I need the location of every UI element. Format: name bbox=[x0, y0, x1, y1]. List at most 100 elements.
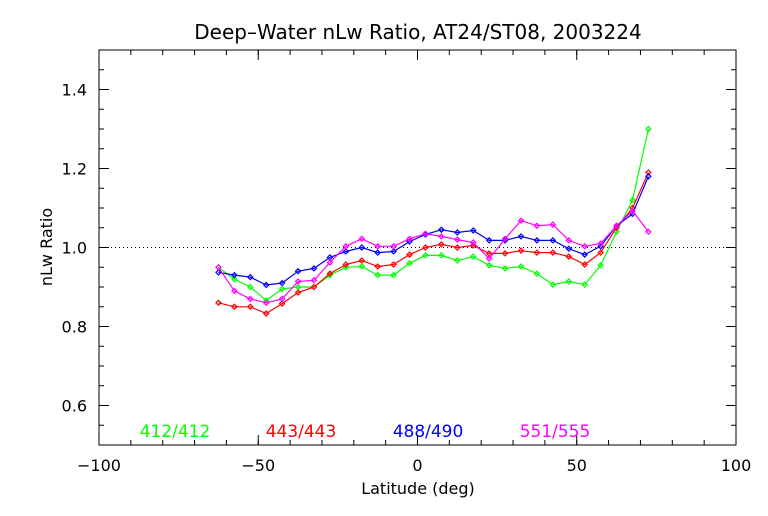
data-point bbox=[406, 251, 413, 258]
data-point bbox=[645, 173, 652, 180]
legend-entry: 443/443 bbox=[266, 422, 337, 442]
data-point bbox=[215, 263, 222, 271]
legend-entry: 551/555 bbox=[520, 422, 591, 442]
data-point bbox=[294, 289, 302, 296]
data-point bbox=[629, 196, 636, 204]
data-point bbox=[533, 270, 541, 277]
data-point bbox=[501, 265, 509, 272]
legend-entry: 412/412 bbox=[140, 422, 211, 442]
series-line bbox=[218, 176, 649, 286]
data-point bbox=[549, 281, 557, 288]
data-point bbox=[326, 270, 334, 277]
data-point bbox=[374, 263, 382, 270]
data-point bbox=[358, 235, 366, 243]
data-point bbox=[581, 251, 589, 258]
data-point bbox=[565, 237, 573, 244]
data-point bbox=[294, 278, 302, 285]
data-point bbox=[645, 228, 652, 236]
data-point bbox=[406, 259, 413, 267]
data-point bbox=[390, 261, 397, 268]
x-tick-label: −100 bbox=[77, 456, 121, 475]
data-point bbox=[422, 252, 429, 259]
data-point bbox=[597, 240, 604, 247]
data-point bbox=[262, 299, 270, 307]
data-point bbox=[342, 261, 350, 268]
legend-entry: 488/490 bbox=[393, 422, 464, 442]
data-point bbox=[438, 240, 445, 248]
x-axis-label: Latitude (deg) bbox=[361, 479, 475, 498]
data-point bbox=[231, 271, 238, 279]
data-point bbox=[533, 222, 541, 230]
y-tick-label: 1.4 bbox=[62, 81, 87, 100]
y-tick-label: 0.6 bbox=[62, 397, 87, 416]
data-point bbox=[358, 263, 366, 270]
data-point bbox=[262, 281, 270, 289]
data-point bbox=[278, 300, 286, 307]
data-point bbox=[549, 249, 557, 256]
data-point bbox=[501, 237, 509, 244]
series-line bbox=[218, 172, 649, 315]
data-point bbox=[231, 303, 238, 311]
y-tick-label: 1.0 bbox=[62, 239, 87, 258]
x-tick-label: 50 bbox=[567, 456, 587, 475]
data-point bbox=[581, 242, 589, 250]
data-point bbox=[485, 237, 493, 244]
data-point bbox=[453, 257, 461, 264]
data-point bbox=[517, 217, 525, 224]
series-443-443 bbox=[215, 169, 652, 317]
plot-frame bbox=[98, 49, 737, 446]
data-point bbox=[310, 283, 318, 291]
x-tick-label: −50 bbox=[241, 456, 275, 475]
data-point bbox=[517, 247, 525, 255]
data-point bbox=[342, 242, 350, 250]
x-tick-label: 100 bbox=[721, 456, 752, 475]
data-point bbox=[613, 222, 620, 230]
data-point bbox=[438, 233, 445, 240]
data-point bbox=[581, 261, 589, 268]
data-point bbox=[278, 295, 286, 303]
y-tick-label: 0.8 bbox=[62, 318, 87, 337]
data-point bbox=[358, 257, 366, 264]
data-point bbox=[246, 295, 254, 303]
data-point bbox=[390, 242, 397, 250]
data-point bbox=[374, 242, 382, 250]
data-point bbox=[246, 303, 254, 311]
data-point bbox=[246, 283, 254, 291]
data-point bbox=[390, 271, 397, 279]
data-point bbox=[549, 237, 557, 244]
data-point bbox=[597, 261, 604, 269]
series-488-490 bbox=[215, 173, 652, 289]
data-point bbox=[469, 239, 477, 246]
data-point bbox=[501, 250, 509, 257]
data-point bbox=[629, 207, 636, 215]
data-point bbox=[453, 229, 461, 236]
data-point bbox=[453, 236, 461, 243]
data-point bbox=[310, 276, 318, 284]
data-point bbox=[597, 249, 604, 256]
data-point bbox=[422, 244, 429, 251]
data-point bbox=[565, 253, 573, 260]
data-point bbox=[374, 271, 382, 279]
data-point bbox=[581, 281, 589, 288]
data-point bbox=[326, 254, 334, 261]
data-point bbox=[485, 255, 493, 262]
y-tick-label: 1.2 bbox=[62, 160, 87, 179]
data-point bbox=[231, 287, 238, 295]
data-point bbox=[215, 269, 222, 276]
data-point bbox=[565, 245, 573, 253]
data-point bbox=[358, 244, 366, 251]
data-point bbox=[310, 265, 318, 272]
data-point bbox=[278, 285, 286, 293]
data-point bbox=[246, 273, 254, 281]
data-point bbox=[549, 221, 557, 228]
data-point bbox=[645, 125, 652, 133]
data-point bbox=[422, 230, 429, 238]
data-point bbox=[533, 237, 541, 244]
data-point bbox=[278, 279, 286, 287]
data-point bbox=[438, 226, 445, 234]
data-point bbox=[485, 261, 493, 269]
data-point bbox=[469, 253, 477, 260]
data-point bbox=[501, 235, 509, 243]
data-point bbox=[517, 233, 525, 240]
